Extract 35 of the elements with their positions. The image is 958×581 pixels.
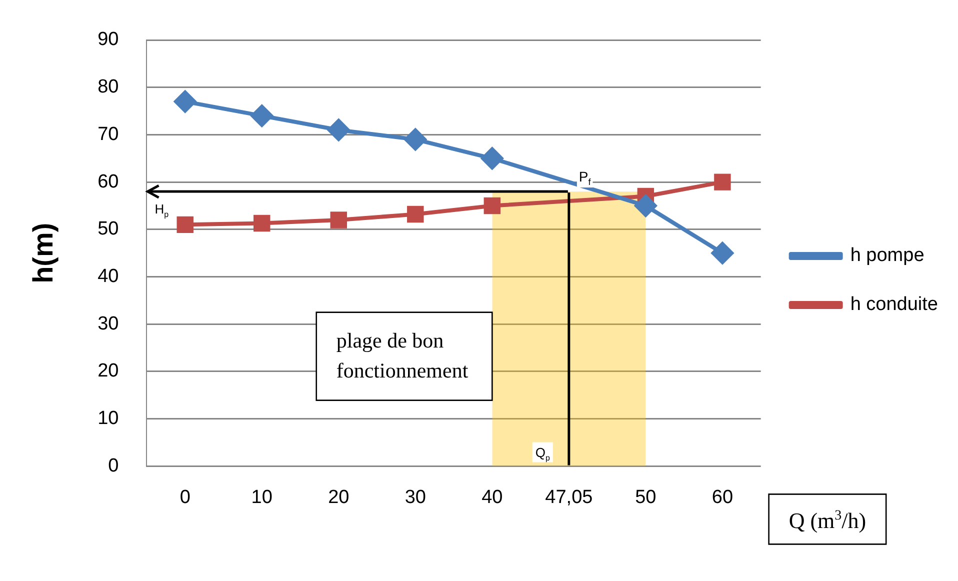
y-tick-label: 80 — [98, 76, 119, 98]
y-tick-label: 50 — [98, 218, 119, 240]
x-tick-label: 30 — [404, 486, 426, 508]
x-tick-label: 40 — [482, 486, 503, 508]
point — [481, 147, 504, 170]
point — [330, 212, 347, 228]
point — [174, 90, 196, 113]
point — [484, 197, 501, 214]
point — [634, 194, 657, 217]
x-tick-label: 10 — [251, 486, 272, 508]
point — [176, 216, 194, 234]
point — [711, 242, 734, 264]
x-tick-label: 50 — [635, 486, 656, 508]
point — [328, 118, 350, 141]
x-tick-label: 60 — [712, 486, 734, 508]
y-axis-title: h(m) — [28, 222, 59, 284]
legend-label: h conduite — [850, 294, 938, 316]
y-tick-label: 70 — [98, 124, 119, 145]
y-tick-label: 20 — [98, 360, 119, 382]
legend-label: h pompe — [850, 245, 924, 266]
y-tick-label: 40 — [98, 266, 119, 288]
y-tick-label: 10 — [98, 408, 119, 430]
point — [404, 128, 426, 150]
y-tick-label: 0 — [108, 455, 119, 476]
point — [250, 104, 273, 127]
x-tick-label: 47,05 — [545, 486, 593, 508]
x-tick-label: 20 — [328, 486, 350, 508]
point — [714, 174, 731, 190]
y-tick-label: 60 — [98, 171, 119, 192]
y-tick-label: 30 — [98, 313, 119, 334]
point — [254, 214, 270, 232]
point — [407, 206, 424, 223]
x-tick-label: 0 — [180, 486, 190, 508]
y-tick-label: 90 — [98, 29, 119, 50]
band-label: plage de bon fonctionnement — [336, 328, 468, 382]
